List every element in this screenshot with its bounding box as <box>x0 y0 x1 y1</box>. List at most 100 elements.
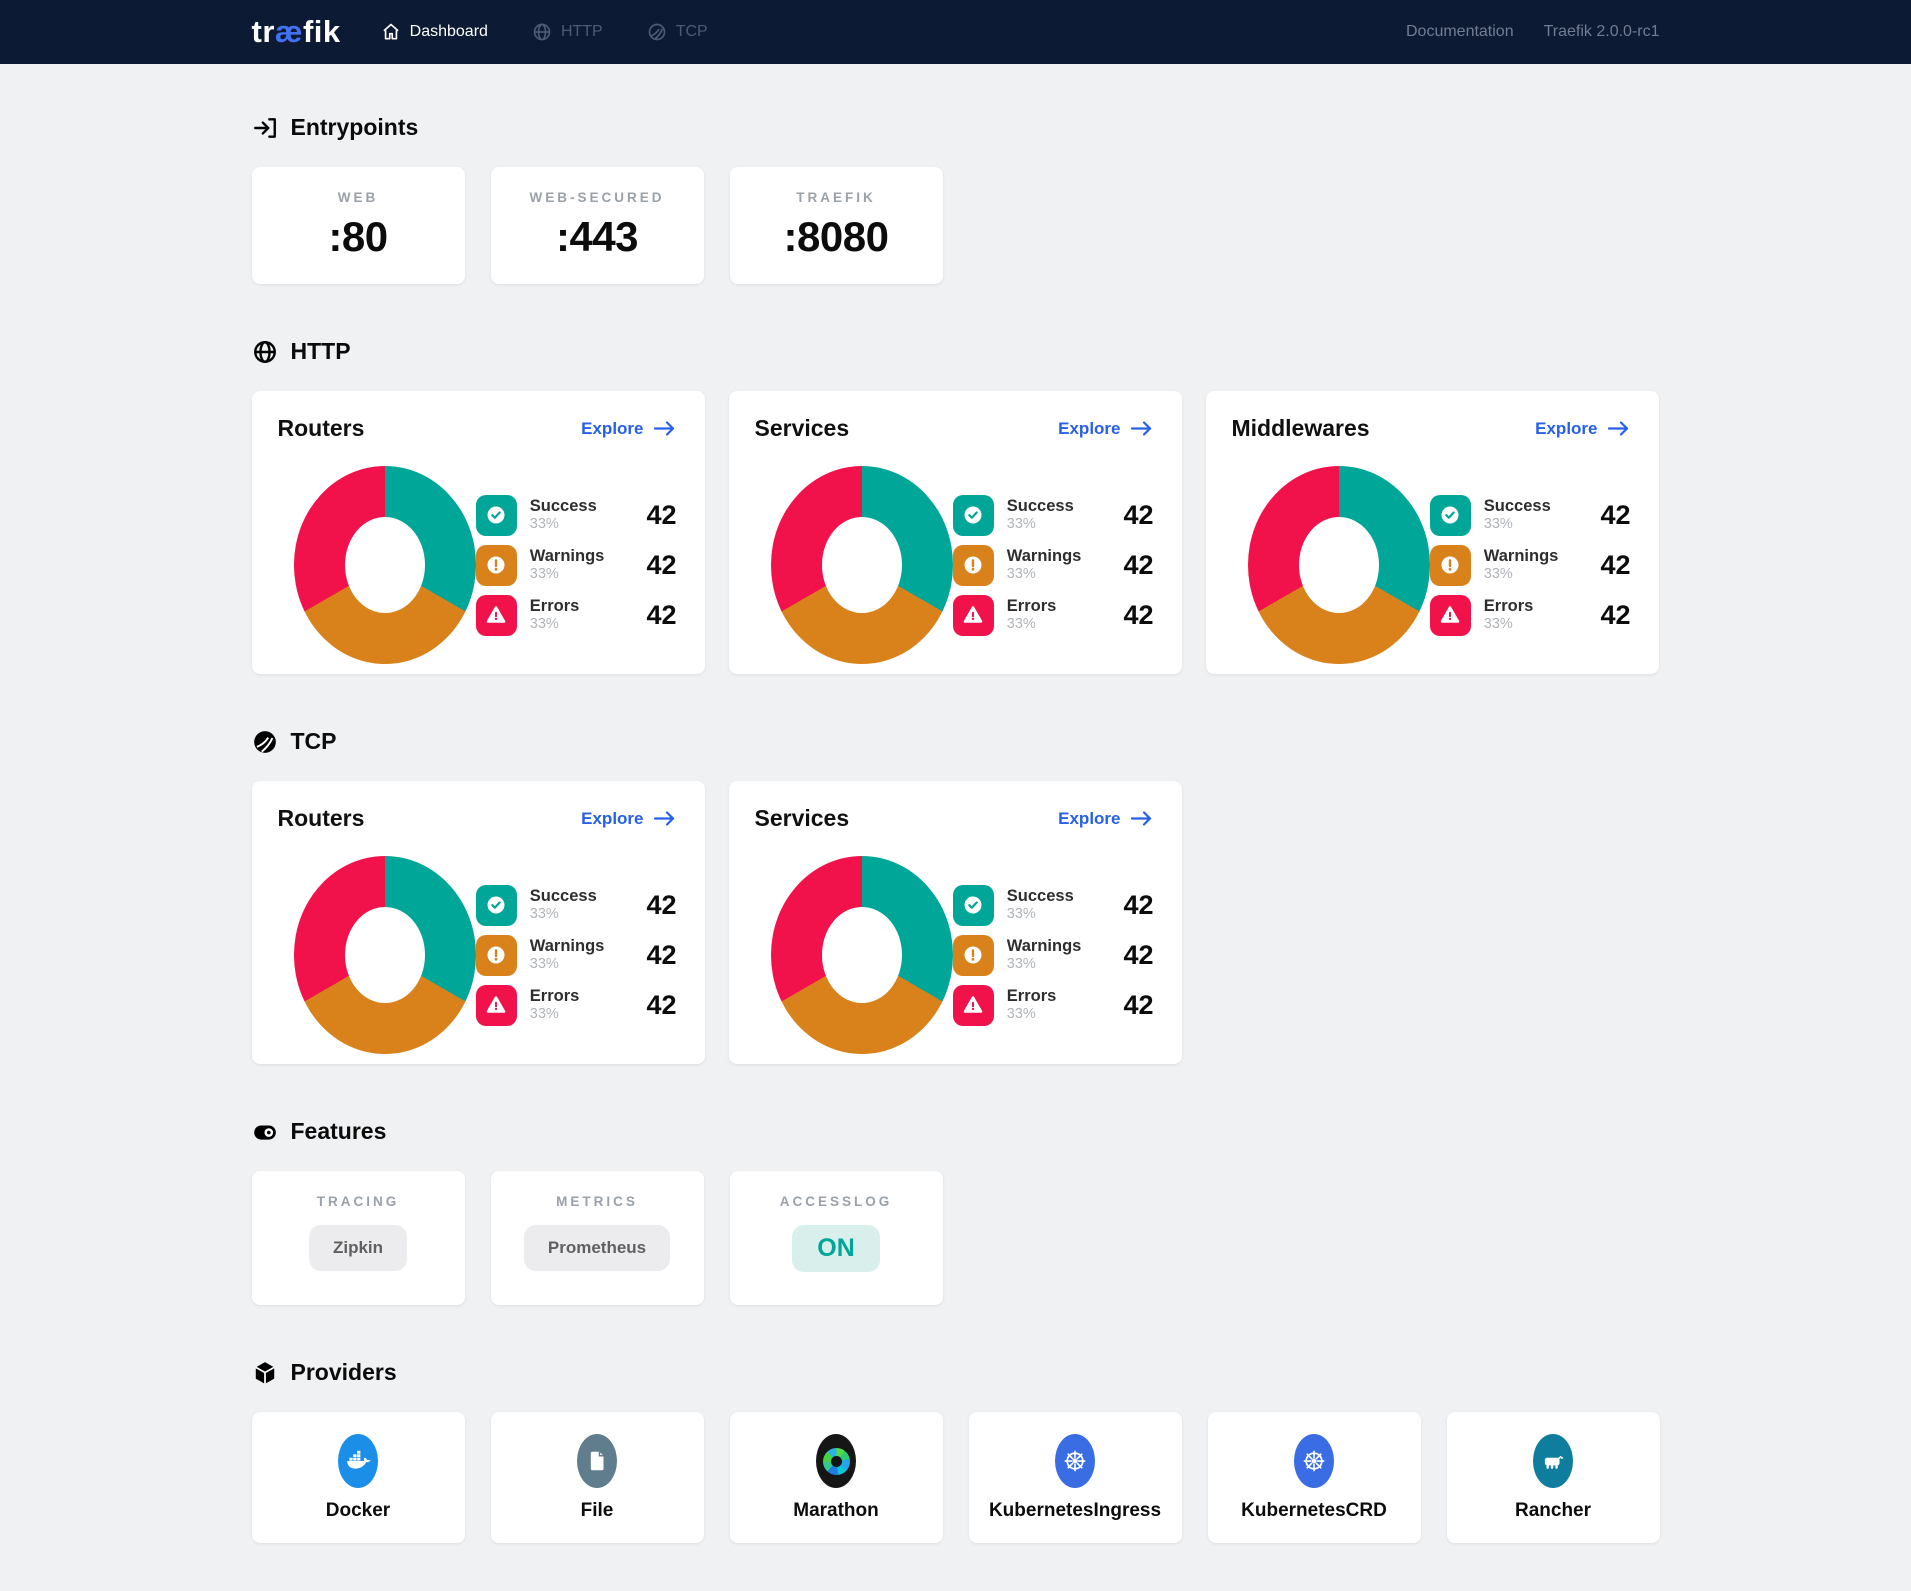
legend-label: Warnings <box>529 937 605 955</box>
legend-value: 42 <box>1600 599 1631 630</box>
donut-chart <box>293 466 476 664</box>
logo-text: fik <box>302 14 341 49</box>
marathon-icon <box>816 1434 856 1488</box>
legend-label: Success <box>529 497 597 515</box>
provider-name: File <box>580 1500 614 1521</box>
nav-item-tcp[interactable]: TCP <box>647 22 708 42</box>
donut-chart <box>770 466 953 664</box>
nav-label: HTTP <box>560 23 603 40</box>
entrypoint-label: WEB <box>337 190 379 205</box>
explore-link[interactable]: Explore <box>1058 809 1153 829</box>
legend-row-warnings: Warnings 33% 42 <box>952 544 1154 586</box>
entrypoint-card-traefik: TRAEFIK :8080 <box>729 167 943 284</box>
warning-icon <box>1429 544 1471 586</box>
card-title: Services <box>754 415 850 441</box>
warning-icon <box>475 934 517 976</box>
nav-item-http[interactable]: HTTP <box>532 22 603 42</box>
section-title: HTTP <box>290 338 351 364</box>
explore-link[interactable]: Explore <box>1058 419 1153 439</box>
legend-value: 42 <box>646 549 677 580</box>
tcp-icon <box>648 23 666 41</box>
explore-link[interactable]: Explore <box>581 419 676 439</box>
main-nav: Dashboard HTTP TCP <box>381 22 708 42</box>
warning-icon <box>952 934 994 976</box>
provider-name: KubernetesIngress <box>988 1500 1162 1521</box>
features-section-header: Features <box>252 1118 1660 1145</box>
legend-percent: 33% <box>1483 616 1513 632</box>
legend-percent: 33% <box>529 566 559 582</box>
feature-label: METRICS <box>556 1194 638 1209</box>
section-title: Providers <box>290 1359 397 1385</box>
legend-value: 42 <box>646 989 677 1020</box>
legend-row-errors: Errors 33% 42 <box>952 984 1154 1026</box>
legend-percent: 33% <box>1483 516 1513 532</box>
chart-legend: Success 33% 42 Warnings 33% 42 <box>1429 494 1631 636</box>
legend-value: 42 <box>1123 889 1154 920</box>
providers-section-header: Providers <box>252 1359 1660 1386</box>
error-icon <box>952 984 994 1026</box>
provider-name: Docker <box>325 1500 391 1521</box>
explore-link[interactable]: Explore <box>1535 419 1630 439</box>
legend-value: 42 <box>1600 549 1631 580</box>
rancher-icon <box>1533 1434 1573 1488</box>
http-section-header: HTTP <box>252 338 1660 365</box>
legend-row-errors: Errors 33% 42 <box>1429 594 1631 636</box>
traefik-logo[interactable]: træfik <box>252 14 341 50</box>
card-title: Middlewares <box>1231 415 1370 441</box>
legend-value: 42 <box>1600 499 1631 530</box>
legend-label: Warnings <box>1006 547 1082 565</box>
legend-percent: 33% <box>529 516 559 532</box>
error-icon <box>475 594 517 636</box>
explore-link[interactable]: Explore <box>581 809 676 829</box>
chart-legend: Success 33% 42 Warnings 33% 42 <box>952 884 1154 1026</box>
nav-item-dashboard[interactable]: Dashboard <box>381 22 488 42</box>
error-icon <box>952 594 994 636</box>
legend-value: 42 <box>646 499 677 530</box>
arrow-right-icon <box>653 811 674 826</box>
legend-row-errors: Errors 33% 42 <box>952 594 1154 636</box>
legend-value: 42 <box>1123 549 1154 580</box>
entrypoints-cards: WEB :80 WEB-SECURED :443 TRAEFIK :8080 <box>251 167 1660 284</box>
legend-value: 42 <box>646 939 677 970</box>
card-title: Routers <box>277 415 365 441</box>
success-icon <box>952 884 994 926</box>
provider-card-docker: Docker <box>251 1412 465 1543</box>
legend-percent: 33% <box>1006 1006 1036 1022</box>
error-icon <box>1429 594 1471 636</box>
provider-card-kubernetes-ingress: KubernetesIngress <box>968 1412 1182 1543</box>
arrow-right-icon <box>653 421 674 436</box>
legend-label: Errors <box>1483 597 1534 615</box>
cube-icon <box>254 1361 275 1384</box>
entrypoint-port: :80 <box>328 213 388 260</box>
tcp-services-card: Services Explore Success 33% 42 <box>728 781 1182 1064</box>
globe-icon <box>253 340 276 363</box>
tcp-cards: Routers Explore Success 33% 42 <box>251 781 1660 1064</box>
legend-percent: 33% <box>1006 956 1036 972</box>
legend-row-success: Success 33% 42 <box>952 884 1154 926</box>
error-icon <box>475 984 517 1026</box>
legend-percent: 33% <box>1006 516 1036 532</box>
tcp-routers-card: Routers Explore Success 33% 42 <box>251 781 705 1064</box>
card-title: Services <box>754 805 850 831</box>
legend-row-success: Success 33% 42 <box>475 884 677 926</box>
legend-label: Success <box>529 887 597 905</box>
explore-label: Explore <box>1535 418 1598 438</box>
provider-name: Rancher <box>1514 1500 1592 1521</box>
legend-label: Errors <box>529 987 580 1005</box>
donut-chart <box>1247 466 1430 664</box>
legend-percent: 33% <box>529 616 559 632</box>
success-icon <box>1429 494 1471 536</box>
top-navbar: træfik Dashboard HTTP TCP Documentation … <box>0 0 1911 64</box>
arrow-right-icon <box>1130 421 1151 436</box>
provider-card-kubernetes-crd: KubernetesCRD <box>1207 1412 1421 1543</box>
http-routers-card: Routers Explore Success 33% 42 <box>251 391 705 674</box>
entrypoint-card-web: WEB :80 <box>251 167 465 284</box>
feature-label: ACCESSLOG <box>779 1194 893 1209</box>
entrypoint-label: TRAEFIK <box>796 190 876 205</box>
legend-value: 42 <box>646 889 677 920</box>
globe-icon <box>533 23 551 41</box>
chart-legend: Success 33% 42 Warnings 33% 42 <box>475 494 677 636</box>
feature-value-pill: Prometheus <box>523 1225 671 1271</box>
documentation-link[interactable]: Documentation <box>1405 23 1514 40</box>
entrypoint-label: WEB-SECURED <box>529 190 665 205</box>
